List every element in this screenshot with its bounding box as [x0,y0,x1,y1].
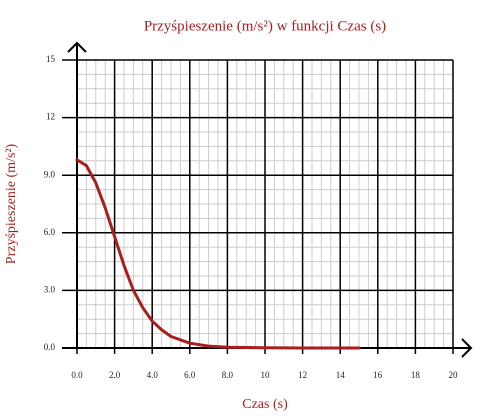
x-tick-label: 6.0 [184,370,196,380]
x-tick-label: 14 [336,370,346,380]
y-tick-label: 6.0 [44,227,56,237]
x-tick-label: 8.0 [222,370,234,380]
y-tick-label: 15 [46,54,56,64]
grid [62,59,454,354]
x-tick-label: 10 [261,370,271,380]
chart-title: Przyśpieszenie (m/s²) w funkcji Czas (s) [144,18,386,34]
y-tick-label: 12 [46,112,55,122]
y-tick-label: 9.0 [44,169,56,179]
y-axis-arrow [67,41,87,53]
x-tick-label: 18 [411,370,421,380]
x-tick-label: 0.0 [71,370,83,380]
x-tick-label: 4.0 [147,370,159,380]
data-line [75,158,361,350]
x-tick-label: 20 [449,370,459,380]
x-tick-label: 16 [373,370,383,380]
x-axis-label: Czas (s) [242,397,288,412]
y-axis-label: Przyśpieszenie (m/s²) [4,143,19,264]
x-tick-label: 2.0 [109,370,121,380]
y-tick-label: 0.0 [44,342,56,352]
y-tick-label: 3.0 [44,284,56,294]
x-axis-arrow [461,338,473,358]
x-tick-label: 12 [298,370,307,380]
